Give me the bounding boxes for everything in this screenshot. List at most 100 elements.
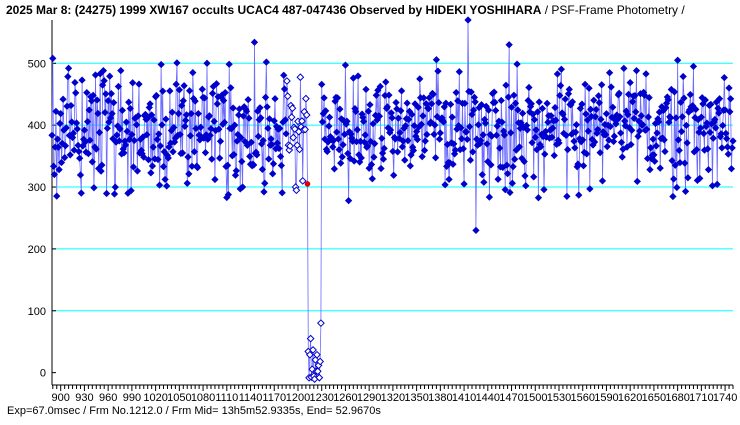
data-point bbox=[521, 172, 529, 180]
data-point bbox=[394, 114, 403, 122]
data-point bbox=[224, 190, 233, 199]
data-point bbox=[662, 104, 670, 112]
data-point bbox=[483, 140, 491, 148]
data-point bbox=[605, 69, 614, 77]
data-point bbox=[420, 146, 429, 154]
data-point bbox=[194, 109, 202, 118]
data-point bbox=[635, 117, 643, 125]
data-point bbox=[170, 123, 178, 132]
data-point bbox=[353, 126, 361, 134]
data-point bbox=[75, 147, 83, 156]
data-point bbox=[361, 131, 369, 139]
data-point bbox=[56, 119, 64, 128]
data-point bbox=[518, 109, 527, 117]
data-point bbox=[709, 134, 717, 142]
data-point bbox=[102, 189, 111, 198]
data-point bbox=[637, 112, 645, 120]
data-point bbox=[520, 157, 528, 166]
x-tick-label: 1320 bbox=[381, 392, 405, 404]
x-tick-label: 1410 bbox=[452, 392, 476, 404]
data-point bbox=[671, 161, 679, 169]
data-point bbox=[379, 155, 388, 163]
data-point bbox=[113, 131, 121, 139]
data-point bbox=[547, 112, 555, 120]
data-point bbox=[661, 147, 669, 156]
data-point bbox=[407, 151, 415, 159]
data-point bbox=[529, 110, 537, 118]
data-point bbox=[667, 85, 675, 94]
data-point bbox=[425, 94, 433, 102]
data-point bbox=[423, 130, 431, 139]
data-point bbox=[563, 192, 571, 200]
data-point bbox=[335, 146, 343, 154]
data-point bbox=[643, 125, 651, 133]
data-point bbox=[506, 188, 514, 197]
data-point bbox=[84, 150, 93, 158]
data-point bbox=[341, 61, 350, 69]
data-point bbox=[339, 141, 347, 149]
data-point bbox=[541, 150, 549, 158]
x-tick-label: 1380 bbox=[428, 392, 452, 404]
data-point bbox=[197, 123, 205, 131]
data-point bbox=[579, 162, 588, 170]
data-point bbox=[498, 118, 506, 126]
data-point bbox=[53, 192, 61, 200]
data-point bbox=[344, 197, 353, 205]
data-point bbox=[87, 97, 96, 105]
data-point bbox=[684, 174, 692, 182]
data-point bbox=[436, 129, 444, 137]
x-tick-label: 1500 bbox=[523, 392, 547, 404]
data-point bbox=[574, 160, 582, 168]
data-point bbox=[590, 138, 599, 146]
data-point bbox=[270, 117, 278, 125]
data-point bbox=[686, 90, 694, 99]
data-point bbox=[640, 91, 649, 99]
data-point bbox=[76, 171, 85, 179]
data-point bbox=[462, 128, 471, 136]
data-point bbox=[585, 84, 593, 92]
data-point bbox=[155, 181, 164, 189]
data-point bbox=[261, 179, 269, 187]
data-point bbox=[707, 100, 715, 109]
data-point bbox=[543, 99, 551, 107]
data-point bbox=[213, 100, 221, 108]
data-point bbox=[632, 108, 640, 116]
data-point bbox=[280, 85, 289, 93]
data-point bbox=[115, 137, 123, 145]
data-point bbox=[465, 123, 474, 131]
data-point bbox=[74, 141, 82, 150]
data-point bbox=[121, 141, 130, 149]
data-point bbox=[182, 116, 190, 125]
data-point bbox=[527, 100, 535, 108]
data-point bbox=[509, 163, 517, 171]
data-point bbox=[144, 156, 153, 164]
data-point bbox=[94, 109, 102, 118]
data-point bbox=[76, 154, 84, 162]
data-point bbox=[201, 148, 210, 157]
data-point bbox=[727, 165, 736, 173]
data-point bbox=[261, 93, 270, 101]
data-point bbox=[68, 133, 77, 142]
data-point bbox=[287, 113, 296, 122]
data-point bbox=[511, 99, 520, 107]
data-point bbox=[184, 153, 192, 161]
data-point bbox=[211, 175, 219, 184]
x-tick-label: 1230 bbox=[309, 392, 333, 404]
data-point bbox=[130, 136, 138, 145]
data-point bbox=[104, 97, 112, 105]
data-point bbox=[674, 136, 683, 144]
data-point bbox=[48, 131, 56, 139]
x-tick-label: 1590 bbox=[594, 392, 618, 404]
data-point bbox=[330, 165, 338, 173]
data-point bbox=[53, 135, 62, 143]
data-point bbox=[157, 60, 165, 69]
data-point bbox=[164, 154, 172, 162]
data-point bbox=[522, 182, 530, 190]
data-point bbox=[711, 124, 720, 132]
data-point bbox=[253, 151, 261, 159]
data-point bbox=[135, 80, 143, 88]
data-point bbox=[544, 118, 552, 126]
data-point bbox=[367, 137, 375, 146]
data-point bbox=[432, 56, 441, 64]
data-point bbox=[503, 161, 511, 169]
